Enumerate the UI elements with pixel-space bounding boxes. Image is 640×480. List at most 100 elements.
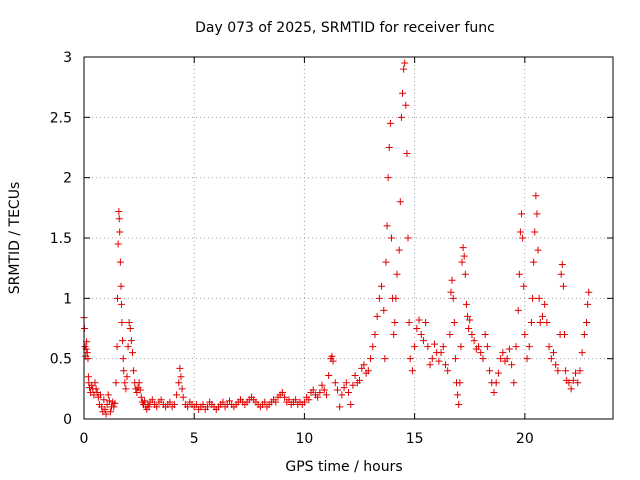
data-point (494, 369, 502, 377)
data-point (439, 343, 447, 351)
data-point (125, 318, 133, 326)
data-point (557, 270, 565, 278)
data-point (465, 325, 473, 332)
y-tick-label: 0.5 (50, 352, 72, 368)
data-point (584, 300, 592, 308)
data-point (380, 306, 388, 314)
x-tick-label: 10 (296, 431, 314, 447)
data-point (516, 228, 524, 236)
data-point (116, 258, 124, 266)
data-point (483, 343, 491, 351)
data-point (534, 246, 542, 254)
data-point (430, 340, 438, 348)
data-point (178, 385, 186, 393)
data-point (503, 355, 511, 363)
data-point (415, 316, 423, 324)
tick-layer: 0 0.5 1 1.5 2 2.5 3 0 5 10 15 20 (50, 50, 613, 447)
data-point (309, 386, 317, 394)
data-point (261, 398, 269, 406)
data-point (533, 210, 541, 218)
data-point (405, 318, 413, 326)
data-point (479, 355, 487, 363)
data-point (111, 399, 119, 407)
data-point (567, 385, 575, 393)
data-point (569, 376, 577, 384)
data-point (426, 361, 434, 369)
data-point (104, 391, 112, 399)
data-point (135, 379, 143, 387)
data-point (328, 352, 336, 360)
data-point (404, 234, 412, 242)
data-point (170, 401, 178, 409)
data-point (340, 384, 348, 392)
data-point (424, 343, 432, 351)
data-point (300, 398, 308, 406)
data-point (325, 372, 333, 380)
data-point (314, 393, 322, 401)
data-point (305, 396, 313, 404)
data-point (106, 408, 114, 416)
data-point (515, 270, 523, 278)
data-point (451, 355, 459, 363)
data-point (166, 398, 174, 406)
data-point (122, 385, 130, 393)
data-point (121, 379, 129, 387)
data-points (80, 59, 593, 418)
data-point (199, 401, 207, 409)
data-point (118, 318, 126, 326)
data-point (331, 379, 339, 387)
y-tick-label: 1 (63, 291, 72, 307)
data-point (441, 361, 449, 369)
data-point (535, 294, 543, 302)
data-point (358, 364, 366, 372)
y-axis-label: SRMTID / TECUs (7, 182, 23, 295)
y-tick-label: 2 (63, 171, 72, 187)
data-point (112, 379, 120, 387)
data-point (578, 349, 586, 357)
data-point (466, 316, 474, 324)
data-point (455, 401, 463, 409)
data-point (428, 355, 436, 363)
data-point (413, 325, 421, 332)
data-point (179, 393, 187, 401)
data-point (367, 355, 375, 363)
data-point (437, 349, 445, 357)
data-point (444, 367, 452, 375)
data-point (100, 396, 108, 404)
data-point (554, 367, 562, 375)
data-point (541, 300, 549, 308)
data-point (128, 349, 136, 357)
plot-frame (83, 56, 614, 420)
data-point (117, 300, 125, 308)
data-point (375, 294, 383, 302)
data-point (458, 258, 466, 266)
data-point (519, 234, 527, 242)
y-tick-label: 0 (63, 412, 72, 428)
data-point (464, 312, 472, 320)
data-point (360, 361, 368, 369)
data-point (386, 119, 394, 127)
data-point (115, 215, 123, 223)
data-point (521, 331, 529, 339)
data-point (558, 261, 566, 269)
data-point (320, 386, 328, 394)
data-point (583, 318, 591, 326)
grid-layer (84, 57, 613, 419)
data-point (512, 343, 520, 351)
data-point (124, 343, 132, 351)
data-point (382, 258, 390, 266)
data-point (342, 379, 350, 387)
data-point (422, 318, 430, 326)
data-point (373, 312, 381, 320)
data-point (148, 396, 156, 404)
data-point (499, 349, 507, 357)
data-point (347, 401, 355, 409)
data-point (580, 331, 588, 339)
data-point (381, 355, 389, 363)
data-point (364, 367, 372, 375)
data-point (520, 282, 528, 290)
data-point (136, 386, 144, 394)
data-point (351, 372, 359, 380)
data-point (585, 288, 593, 296)
chart-title: Day 073 of 2025, SRMTID for receiver fun… (195, 20, 495, 36)
